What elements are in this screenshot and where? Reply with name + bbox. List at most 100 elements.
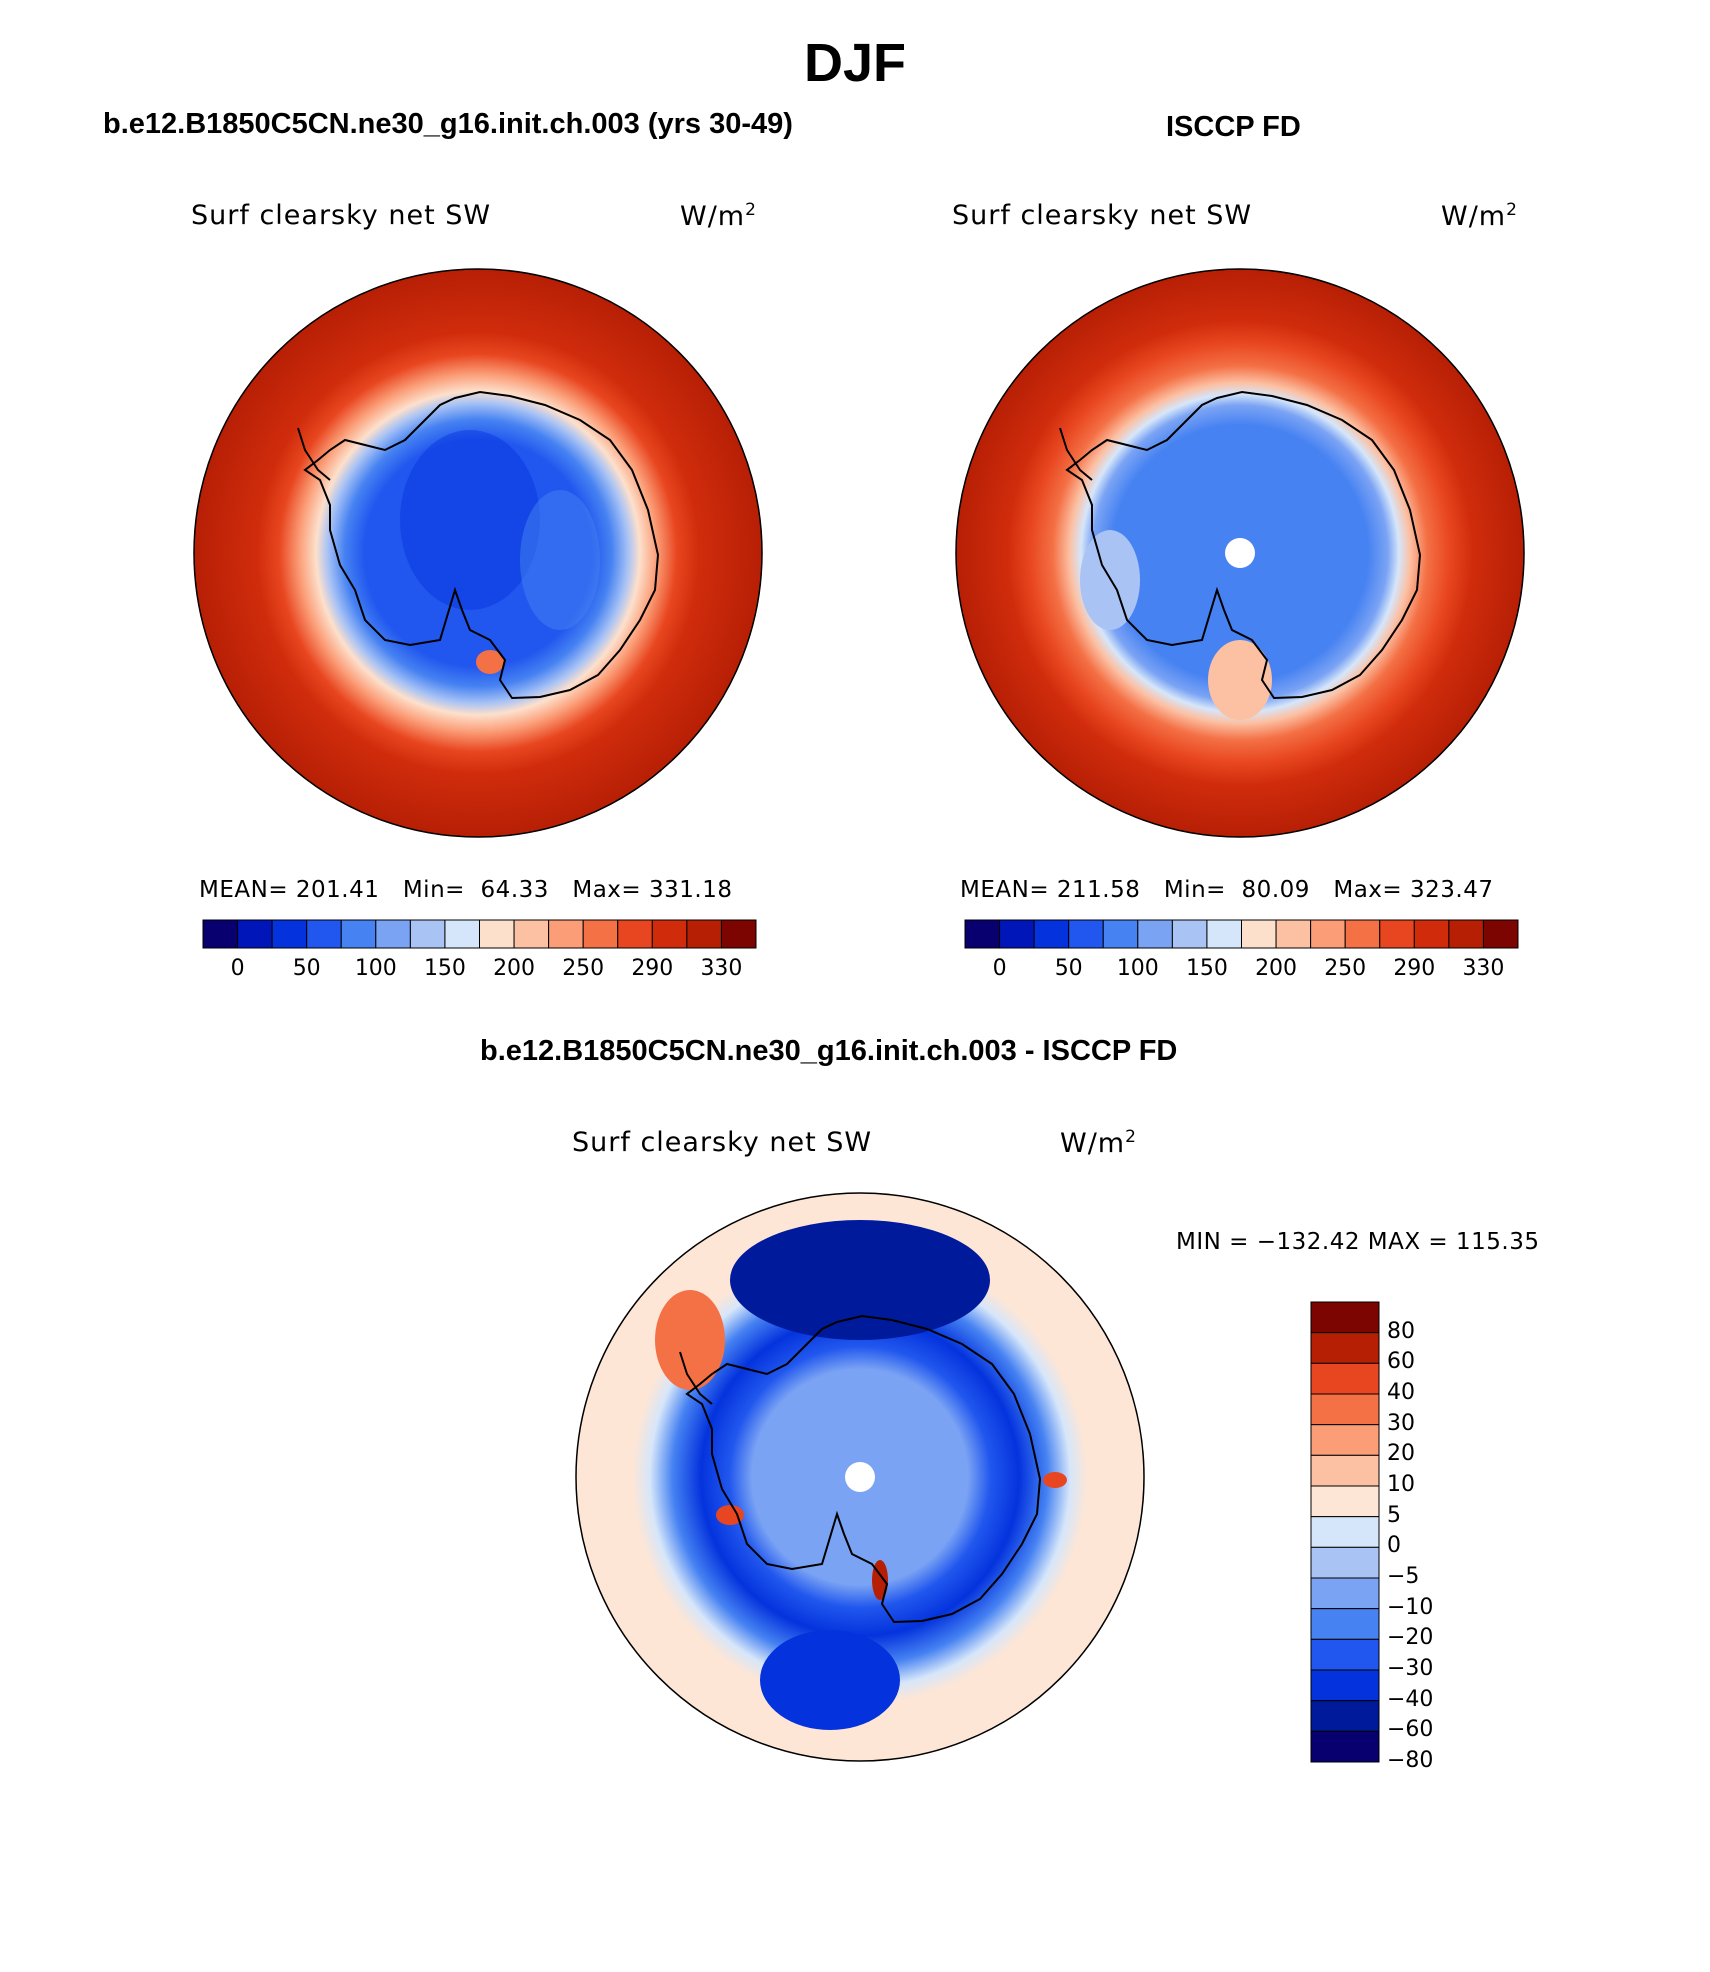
colorbar-swatch [1310, 1454, 1380, 1487]
colorbar-swatch [1310, 1485, 1380, 1518]
diff-units-label: W/m2 [1060, 1127, 1137, 1159]
diff-peninsula [679, 1351, 713, 1405]
diff-pole-hole [845, 1462, 875, 1492]
colorbar-swatch [1310, 1700, 1380, 1732]
diff-variable-label: Surf clearsky net SW [572, 1127, 873, 1158]
colorbar-swatch [271, 919, 308, 949]
colorbar-swatch [1344, 919, 1381, 949]
colorbar-tick-label: 200 [1255, 956, 1298, 981]
diff-outline [575, 1192, 1145, 1762]
colorbar-tick-label: −5 [1387, 1564, 1420, 1589]
colorbar-swatch [306, 919, 342, 949]
diff-hotspot-3 [1043, 1472, 1067, 1488]
colorbar-swatch [340, 919, 377, 949]
colorbar-swatch [1310, 1669, 1380, 1702]
panel1-east-patch [520, 490, 600, 630]
colorbar-tick-label: 150 [423, 956, 466, 981]
colorbar-swatch [1310, 919, 1346, 949]
colorbar-tick-label: −10 [1387, 1594, 1434, 1620]
colorbar-swatch [1102, 919, 1139, 949]
colorbar-tick-label: 250 [1324, 956, 1367, 981]
colorbar-tick-label: 60 [1387, 1349, 1415, 1375]
colorbar-tick-label: 200 [493, 956, 536, 981]
diff-south-negative [760, 1630, 900, 1730]
colorbar-tick-label: −40 [1387, 1686, 1434, 1712]
panel2-stats: MEAN= 211.58 Min= 80.09 Max= 323.47 [960, 877, 1494, 903]
colorbar-tick-label: −20 [1387, 1625, 1434, 1651]
colorbar-swatch [1413, 919, 1450, 949]
colorbar-tick-label: 50 [1054, 956, 1083, 981]
colorbar-tick-label: 330 [700, 956, 743, 981]
colorbar-swatch [720, 919, 757, 949]
colorbar-tick-label: 330 [1462, 956, 1505, 981]
panel1-case-title: b.e12.B1850C5CN.ne30_g16.init.ch.003 (yr… [103, 108, 793, 140]
panel2-outline [955, 268, 1525, 838]
colorbar-swatch [1033, 919, 1070, 949]
colorbar-tick-label: 100 [1116, 956, 1159, 981]
panel1-units-label: W/m2 [680, 200, 757, 232]
panel1-ross-patch [476, 650, 504, 674]
colorbar-swatch [1310, 1546, 1380, 1579]
colorbar-swatch [1275, 919, 1312, 949]
colorbar-tick-label: 5 [1387, 1502, 1401, 1528]
colorbar-swatch [444, 919, 480, 949]
colorbar-swatch [1310, 1577, 1380, 1610]
diff-case-title: b.e12.B1850C5CN.ne30_g16.init.ch.003 - I… [480, 1035, 1178, 1067]
colorbar-swatch [1310, 1608, 1380, 1640]
colorbar-swatch [617, 919, 653, 949]
colorbar-tick-label: 290 [631, 956, 674, 981]
colorbar-swatch [1379, 919, 1415, 949]
diff-minmax-text: MIN = −132.42 MAX = 115.35 [1176, 1229, 1540, 1255]
colorbar-swatch [1482, 919, 1519, 949]
colorbar-tick-label: 100 [354, 956, 397, 981]
colorbar-swatch [964, 919, 1001, 949]
panel2-ross-patch [1208, 640, 1272, 720]
panel2-units-label: W/m2 [1441, 200, 1518, 232]
colorbar-tick-label: 10 [1387, 1472, 1415, 1497]
colorbar-swatch [1310, 1730, 1380, 1763]
colorbar-tick-label: 150 [1185, 956, 1228, 981]
panel2-case-title: ISCCP FD [1166, 111, 1301, 143]
colorbar-swatch [1310, 1638, 1380, 1671]
colorbar-swatch [375, 919, 411, 949]
colorbar-swatch [1310, 1424, 1380, 1456]
panel2-peninsula [1059, 427, 1093, 481]
colorbar-tick-label: −80 [1387, 1748, 1434, 1773]
colorbar-swatch [1310, 1301, 1380, 1334]
colorbar-tick-label: 290 [1393, 956, 1436, 981]
panel1-outline [193, 268, 763, 838]
colorbar-tick-label: 20 [1387, 1441, 1415, 1467]
diff-north-negative [730, 1220, 990, 1340]
colorbar-swatch [548, 919, 584, 949]
colorbar-tick-label: −30 [1387, 1656, 1434, 1681]
colorbar-tick-label: 40 [1387, 1380, 1415, 1405]
colorbar-tick-label: −60 [1387, 1717, 1434, 1743]
panel1-variable-label: Surf clearsky net SW [191, 200, 492, 231]
colorbar-swatch [1310, 1362, 1380, 1395]
colorbar-tick-label: 0 [1387, 1533, 1401, 1559]
panel1-field [194, 269, 762, 837]
colorbar-tick-label: 50 [292, 956, 321, 981]
colorbar-tick-label: 250 [562, 956, 605, 981]
colorbar-swatch [479, 919, 515, 949]
colorbar-swatch [1448, 919, 1484, 949]
panel2-variable-label: Surf clearsky net SW [952, 200, 1253, 231]
colorbar-tick-label: 0 [992, 956, 1007, 981]
panel2-coastline [1065, 390, 1422, 700]
colorbar-swatch [582, 919, 619, 949]
figure-title: DJF [803, 33, 906, 93]
colorbar-swatch [1310, 1516, 1380, 1548]
colorbar-swatch [999, 919, 1035, 949]
colorbar-swatch [651, 919, 688, 949]
colorbar-tick-label: 0 [230, 956, 245, 981]
colorbar-tick-label: 80 [1387, 1318, 1415, 1344]
panel1-interior-patch [400, 430, 540, 610]
diff-hotspot-2 [716, 1505, 744, 1525]
panel2-pole-hole [1225, 538, 1255, 568]
